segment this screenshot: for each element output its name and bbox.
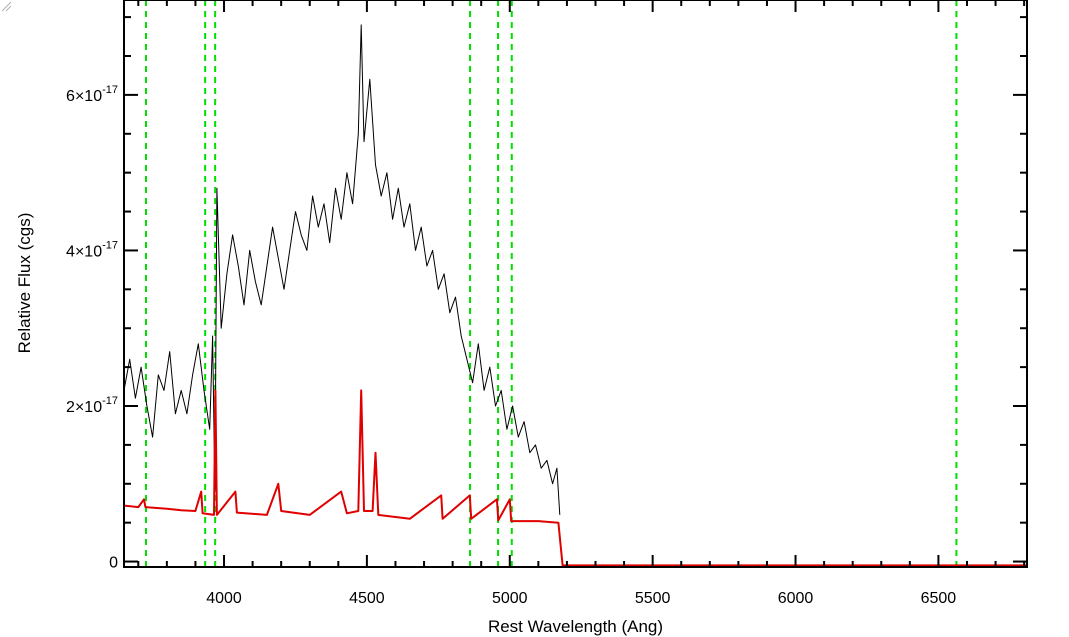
reference-lines <box>145 0 958 567</box>
y-tick-label: 0 <box>109 555 118 572</box>
resize-grip-icon[interactable] <box>0 0 12 12</box>
y-tick-labels: 0 2×10-17 4×10-17 6×10-17 <box>66 84 118 572</box>
x-tick-labels: 4000 4500 5000 5500 6000 6500 <box>206 590 956 607</box>
x-tick-label: 4500 <box>349 590 385 607</box>
x-tick-label: 6000 <box>778 590 814 607</box>
y-tick-label: 2×10-17 <box>66 395 118 416</box>
y-tick-label: 4×10-17 <box>66 239 118 260</box>
x-tick-label: 5000 <box>492 590 528 607</box>
series-layer <box>123 24 1027 567</box>
x-tick-label: 4000 <box>206 590 242 607</box>
axis-ticks <box>124 0 1027 567</box>
template-line <box>123 389 1027 567</box>
x-tick-label: 6500 <box>921 590 957 607</box>
y-tick-label: 6×10-17 <box>66 84 118 105</box>
x-tick-label: 5500 <box>635 590 671 607</box>
x-axis-title: Rest Wavelength (Ang) <box>488 617 663 636</box>
y-axis-title: Relative Flux (cgs) <box>15 213 34 354</box>
plot-frame <box>123 0 1028 568</box>
spectrum-line <box>123 24 561 515</box>
